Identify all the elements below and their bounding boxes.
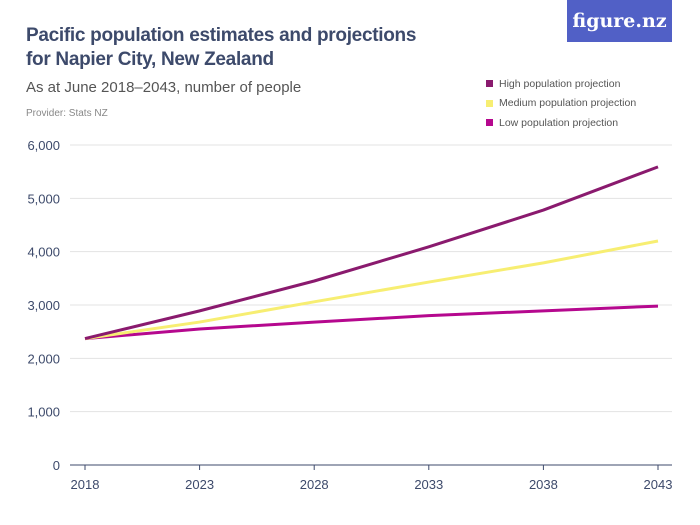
y-tick-label: 4,000 bbox=[27, 245, 60, 260]
x-tick-label: 2028 bbox=[300, 477, 329, 492]
chart-subtitle: As at June 2018–2043, number of people bbox=[26, 79, 302, 96]
series-line-low bbox=[84, 304, 659, 341]
series-line-medium bbox=[84, 239, 659, 341]
x-tick-label: 2038 bbox=[529, 477, 558, 492]
y-tick-label: 6,000 bbox=[27, 138, 60, 153]
figure-nz-logo[interactable]: figure.nz bbox=[567, 0, 672, 42]
provider-label: Provider: Stats NZ bbox=[26, 108, 108, 119]
legend-item: High population projection bbox=[486, 74, 636, 94]
x-tick-label: 2033 bbox=[414, 477, 443, 492]
legend-swatch bbox=[486, 80, 493, 88]
legend: High population projection Medium populat… bbox=[486, 74, 636, 133]
legend-item: Medium population projection bbox=[486, 94, 636, 114]
series-line-high bbox=[84, 165, 659, 341]
legend-label: High population projection bbox=[499, 77, 621, 90]
chart-title: Pacific population estimates and project… bbox=[26, 25, 417, 70]
y-tick-label: 1,000 bbox=[27, 405, 60, 420]
legend-label: Medium population projection bbox=[499, 97, 637, 110]
legend-swatch bbox=[486, 99, 493, 107]
y-tick-label: 3,000 bbox=[27, 298, 60, 313]
x-tick-label: 2023 bbox=[185, 477, 214, 492]
legend-label: Low population projection bbox=[499, 116, 619, 129]
legend-swatch bbox=[486, 119, 493, 127]
y-tick-label: 0 bbox=[53, 458, 60, 473]
y-tick-label: 5,000 bbox=[27, 191, 60, 206]
y-tick-label: 2,000 bbox=[27, 351, 60, 366]
x-tick-label: 2043 bbox=[644, 477, 673, 492]
x-tick-label: 2018 bbox=[71, 477, 100, 492]
legend-item: Low population projection bbox=[486, 113, 636, 133]
